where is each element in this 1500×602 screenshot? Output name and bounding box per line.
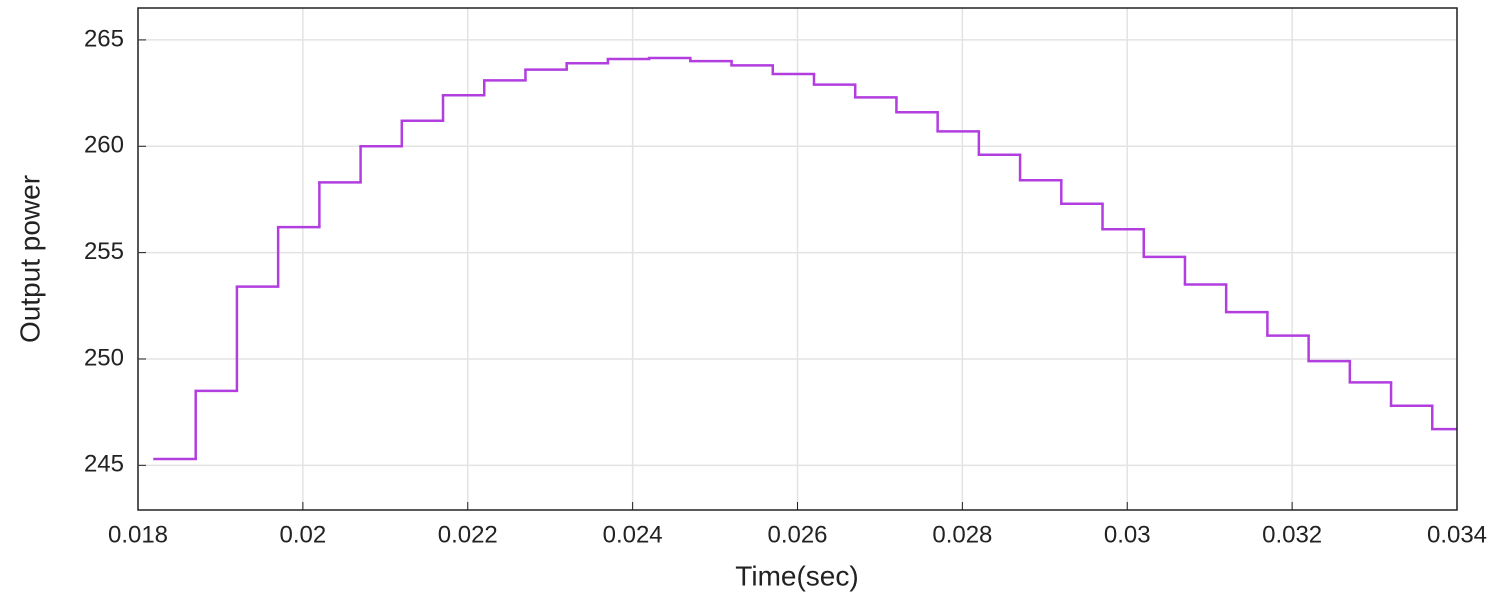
plot-frame [137,7,1458,511]
x-tick-label: 0.022 [438,521,498,548]
x-tick-label: 0.032 [1262,521,1322,548]
x-axis-title: Time(sec) [735,560,858,591]
x-tick-label: 0.018 [108,521,168,548]
y-tick-label: 265 [84,25,124,52]
x-tick-label: 0.024 [603,521,663,548]
x-tick-label: 0.028 [932,521,992,548]
y-tick-label: 255 [84,238,124,265]
series [153,56,1457,461]
x-tick-label: 0.034 [1427,521,1487,548]
y-tick-label: 245 [84,451,124,478]
x-tick-label: 0.03 [1104,521,1151,548]
y-tick-label: 260 [84,132,124,159]
x-tick-label: 0.026 [767,521,827,548]
y-axis-title: Output power [14,175,45,343]
y-tick-label: 250 [84,344,124,371]
x-tick-label: 0.02 [280,521,327,548]
